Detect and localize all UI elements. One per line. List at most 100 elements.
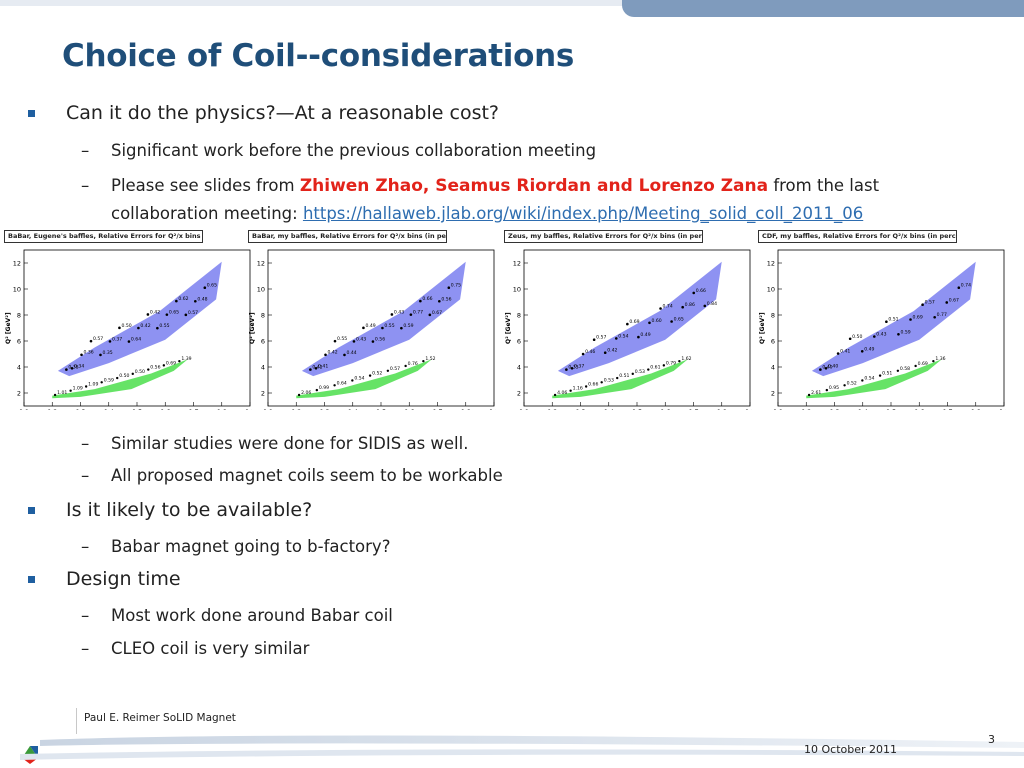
sub-bullet: – Significant work before the previous c… [81,137,596,164]
sub-bullet: – Similar studies were done for SIDIS as… [81,430,468,457]
data-label: 0.33 [568,365,578,371]
x-tick-label: 0.1 [19,408,29,410]
data-label: 2.06 [301,390,311,396]
data-point [637,335,640,339]
x-tick-label: 0.7 [188,408,198,410]
data-point [194,299,197,303]
top-decoration [0,0,1024,20]
data-label: 0.69 [629,319,639,325]
x-tick-label: 0.4 [858,408,868,410]
plot-cdf: CDF, my baffles, Relative Errors for Q²/… [756,228,1006,410]
data-point [807,393,811,397]
data-label: 1.36 [935,356,945,362]
green-band [552,359,688,399]
wiki-link[interactable]: https://hallaweb.jlab.org/wiki/index.php… [302,204,864,223]
data-label: 0.77 [937,312,947,318]
data-point [324,353,327,357]
y-axis-label: Q² [GeV²] [759,312,766,344]
data-label: 0.86 [685,302,695,308]
sub-bullet: – CLEO coil is very similar [81,635,309,662]
x-tick-label: 0.7 [432,408,442,410]
data-label: 0.67 [949,297,959,303]
data-label: 1.09 [88,382,98,388]
data-point [885,320,888,324]
y-tick-label: 4 [17,364,21,372]
sub-bullet-text: from the last [773,176,880,195]
x-tick-label: 0.1 [263,408,273,410]
data-point [825,388,829,392]
data-point [100,381,103,384]
author-names: Zhiwen Zhao, Seamus Riordan and Lorenzo … [299,176,769,196]
blue-band [57,261,222,377]
data-label: 0.53 [604,377,614,383]
blue-band [301,261,466,377]
data-point [819,368,822,371]
bullet-design-time: Design time [28,568,181,590]
data-point [909,318,912,321]
data-point [352,340,356,343]
x-tick-label: 0.3 [319,408,329,410]
dash-icon: – [81,639,90,658]
data-point [703,304,707,308]
data-point [131,372,134,376]
data-label: 0.36 [84,350,94,356]
data-label: 0.65 [207,283,217,289]
y-tick-label: 6 [261,338,265,346]
top-light-band [0,0,1024,6]
data-label: 1.16 [573,386,583,392]
data-label: 0.40 [828,363,838,369]
data-label: 0.66 [588,382,598,388]
data-point [438,299,441,303]
data-point [127,340,131,343]
sub-bullet: – Most work done around Babar coil [81,602,393,629]
plot-caption: BaBar, my baffles, Relative Errors for Q… [248,230,447,243]
data-point [53,393,57,397]
sub-bullet-text: Please see slides from [111,176,300,195]
sub-bullet: – All proposed magnet coils seem to be w… [81,462,503,489]
y-tick-label: 2 [261,390,265,398]
x-tick-label: 0.8 [717,408,727,410]
x-tick-label: 0.2 [801,408,811,410]
y-tick-label: 10 [767,286,775,294]
y-tick-label: 2 [517,390,521,398]
data-label: 1.01 [57,390,67,396]
data-label: 2.61 [811,390,821,396]
data-point [861,379,864,382]
data-label: 0.56 [150,365,160,371]
sub-bullet-text: Babar magnet going to b-factory? [111,537,391,556]
data-label: 0.74 [663,304,673,310]
data-label: 0.64 [337,380,347,386]
data-label: 0.59 [403,323,413,329]
x-tick-label: 0.5 [632,408,642,410]
data-point [178,359,181,363]
data-point [581,352,585,356]
data-label: 0.54 [354,375,364,381]
data-label: 0.55 [159,323,169,329]
data-label: 0.69 [918,361,928,367]
data-label: 0.42 [140,323,150,329]
data-point [147,368,150,371]
data-label: 0.49 [365,323,375,329]
data-label: 0.57 [925,300,935,306]
data-point [897,332,900,336]
data-label: 0.51 [619,373,629,379]
data-point [400,326,403,330]
footer-author: Paul E. Reimer SoLID Magnet [84,712,236,724]
data-point [146,313,150,316]
data-label: 0.58 [900,366,910,372]
data-point [878,374,882,377]
plot-caption: Zeus, my baffles, Relative Errors for Q²… [504,230,703,243]
data-label: 0.54 [864,375,874,381]
data-label: 0.48 [197,296,207,302]
data-label: 0.57 [188,310,198,316]
data-point [315,388,319,392]
data-label: 0.66 [422,296,432,302]
dash-icon: – [81,606,90,625]
sub-bullet: – Babar magnet going to b-factory? [81,533,391,560]
data-label: 0.61 [650,365,660,371]
x-tick-label: 0.3 [575,408,585,410]
blue-band [557,261,722,377]
data-label: 0.51 [888,317,898,323]
data-point [368,374,372,377]
data-label: 0.56 [441,296,451,302]
